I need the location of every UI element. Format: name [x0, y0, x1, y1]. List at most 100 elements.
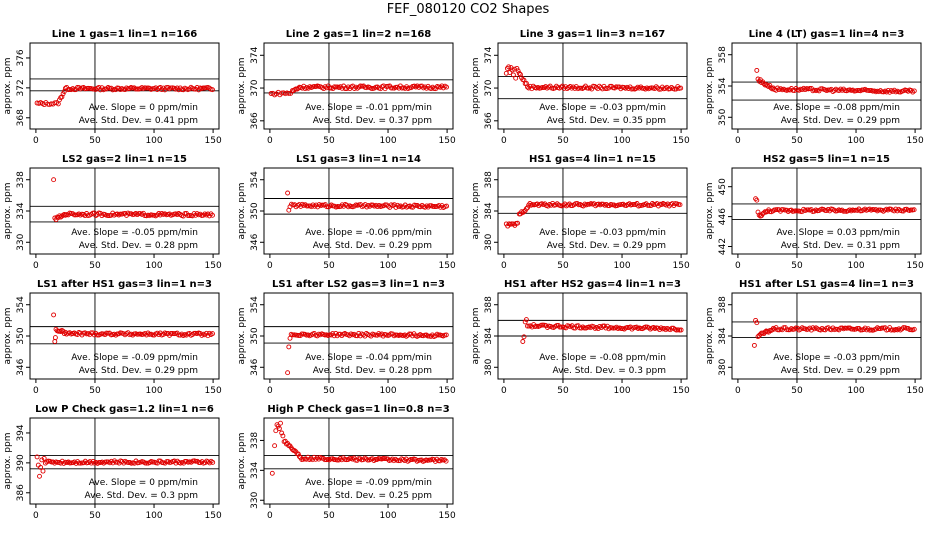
- x-tick-label: 50: [323, 261, 335, 271]
- data-point: [754, 320, 760, 326]
- x-tick-label: 150: [907, 386, 924, 396]
- y-axis-label: approx. ppm: [237, 183, 247, 240]
- data-point: [568, 203, 574, 209]
- data-point: [382, 456, 388, 462]
- data-point: [336, 457, 342, 463]
- data-point: [523, 317, 529, 323]
- std-annotation: Ave. Std. Dev. = 0.41 ppm: [79, 116, 198, 126]
- data-point: [61, 89, 67, 94]
- data-point: [373, 457, 378, 462]
- data-point: [443, 332, 449, 338]
- data-point: [168, 85, 174, 91]
- panel-title: Low P Check gas=1.2 lin=1 n=6: [35, 404, 214, 415]
- data-point: [613, 84, 619, 90]
- data-point: [333, 330, 339, 336]
- y-tick-label: 350: [718, 108, 728, 125]
- y-axis-label: approx. ppm: [471, 58, 481, 115]
- data-point: [581, 85, 587, 91]
- y-axis-label: approx. ppm: [3, 58, 13, 115]
- data-point: [585, 201, 591, 207]
- x-tick-label: 150: [205, 261, 222, 271]
- panel: Line 4 (LT) gas=1 lin=4 n=3 approx. ppm 0 5…: [705, 29, 924, 146]
- data-point: [105, 213, 111, 219]
- data-point: [521, 209, 527, 214]
- data-point: [156, 211, 162, 216]
- y-tick-label: 346: [250, 233, 260, 250]
- y-tick-label: 338: [250, 432, 260, 449]
- data-point: [521, 334, 527, 340]
- panel-title: LS1 gas=3 lin=1 n=14: [296, 154, 421, 165]
- data-point: [285, 190, 291, 196]
- y-tick-label: 388: [484, 171, 494, 188]
- data-point: [678, 85, 684, 91]
- data-point: [876, 326, 882, 332]
- x-tick-label: 0: [267, 386, 273, 396]
- panel: LS1 gas=3 lin=1 n=14 approx. ppm 0 50 100 150…: [237, 154, 456, 271]
- std-annotation: Ave. Std. Dev. = 0.25 ppm: [313, 491, 432, 501]
- slope-annotation: Ave. Slope = -0.03 ppm/min: [539, 228, 666, 238]
- data-point: [656, 86, 662, 92]
- data-point: [87, 459, 93, 465]
- data-point: [136, 211, 142, 217]
- data-point: [385, 456, 391, 462]
- data-point: [339, 202, 345, 208]
- data-point: [40, 468, 46, 474]
- data-point: [513, 75, 519, 81]
- data-point: [210, 459, 216, 465]
- data-point: [203, 330, 209, 336]
- panel: Line 3 gas=1 lin=3 n=167 approx. ppm 0 50 10…: [471, 29, 690, 146]
- y-tick-label: 368: [16, 109, 26, 126]
- data-point: [208, 211, 214, 217]
- x-tick-label: 100: [847, 386, 864, 396]
- data-point: [807, 86, 813, 91]
- data-point: [52, 335, 58, 341]
- y-tick-label: 370: [250, 79, 260, 96]
- x-tick-label: 0: [501, 261, 507, 271]
- data-point: [767, 82, 773, 88]
- data-point: [210, 212, 215, 218]
- x-tick-label: 100: [613, 386, 630, 396]
- plot-frame: [29, 417, 220, 505]
- data-point: [773, 207, 779, 213]
- data-point: [388, 85, 394, 91]
- y-axis-label: approx. ppm: [3, 183, 13, 240]
- slope-annotation: Ave. Slope = -0.08 ppm/min: [773, 103, 900, 113]
- panel-title: HS1 after HS2 gas=4 lin=1 n=3: [504, 279, 681, 290]
- slope-annotation: Ave. Slope = 0.03 ppm/min: [776, 228, 900, 238]
- x-tick-label: 150: [205, 386, 222, 396]
- data-point: [322, 457, 328, 463]
- data-point: [876, 207, 882, 213]
- panel-title: Line 4 (LT) gas=1 lin=4 n=3: [749, 29, 905, 40]
- data-point: [73, 212, 79, 218]
- std-annotation: Ave. Std. Dev. = 0.29 ppm: [313, 241, 432, 251]
- data-point: [510, 72, 516, 78]
- plot-frame: [263, 42, 454, 130]
- panel-title: HS1 after LS1 gas=4 lin=1 n=3: [739, 279, 914, 290]
- x-tick-label: 100: [379, 511, 396, 521]
- y-tick-label: 380: [484, 358, 494, 375]
- data-point: [754, 67, 760, 73]
- x-tick-label: 100: [847, 136, 864, 146]
- data-point: [296, 454, 302, 459]
- data-point: [356, 456, 362, 462]
- data-point: [85, 85, 91, 91]
- x-tick-label: 150: [673, 386, 690, 396]
- data-point: [911, 326, 917, 332]
- y-tick-label: 374: [250, 46, 260, 63]
- panel-title: LS2 gas=2 lin=1 n=15: [62, 154, 187, 165]
- x-tick-label: 100: [145, 386, 162, 396]
- slope-annotation: Ave. Slope = -0.09 ppm/min: [305, 478, 432, 488]
- data-point: [787, 87, 793, 93]
- data-point: [51, 312, 57, 318]
- data-point: [761, 81, 767, 87]
- std-annotation: Ave. Std. Dev. = 0.29 ppm: [781, 366, 900, 376]
- panel-title: Line 2 gas=1 lin=2 n=168: [286, 29, 432, 40]
- slope-annotation: Ave. Slope = -0.03 ppm/min: [539, 103, 666, 113]
- data-point: [210, 331, 215, 337]
- x-tick-label: 50: [323, 511, 335, 521]
- y-tick-label: 384: [484, 202, 494, 219]
- std-annotation: Ave. Std. Dev. = 0.29 ppm: [79, 366, 198, 376]
- panel: LS1 after HS1 gas=3 lin=1 n=3 approx. ppm…: [3, 279, 222, 396]
- data-point: [286, 207, 292, 213]
- data-point: [841, 208, 846, 214]
